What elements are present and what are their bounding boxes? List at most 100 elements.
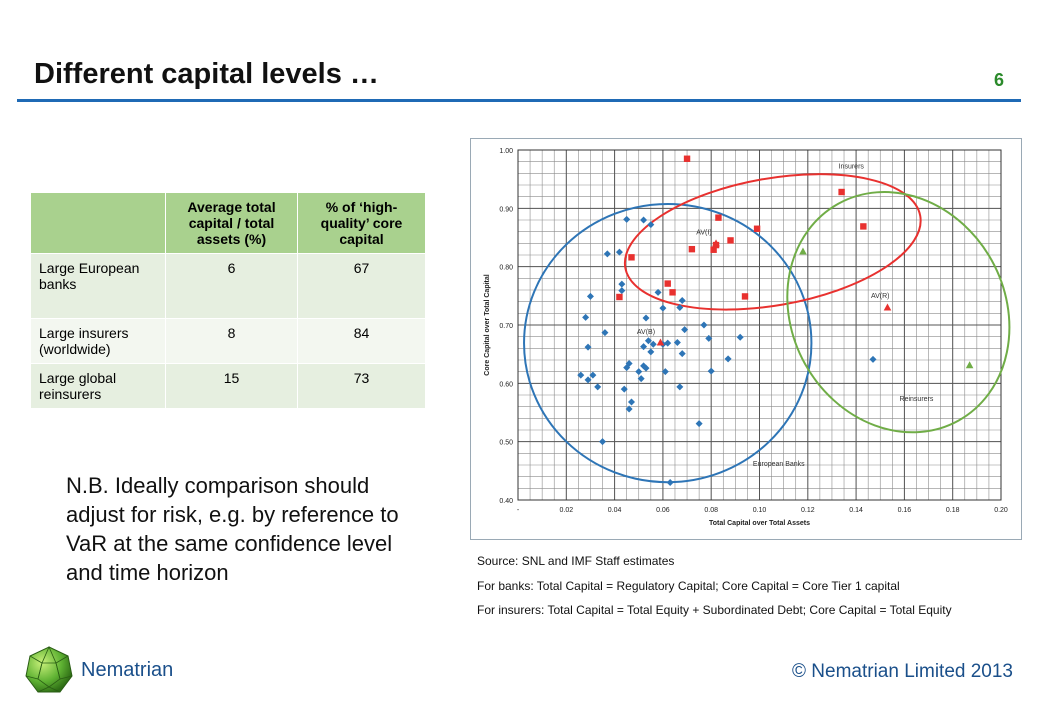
x-tick-label: 0.12 xyxy=(801,507,815,514)
x-tick-label: 0.18 xyxy=(946,507,960,514)
european-banks-point xyxy=(625,405,633,413)
slide-title: Different capital levels … xyxy=(34,58,379,90)
european-banks-point xyxy=(601,329,609,337)
european-banks-point xyxy=(586,292,594,300)
european-banks-point xyxy=(666,479,674,486)
european-banks-point xyxy=(705,334,713,342)
table-row: Large European banks 6 67 xyxy=(30,253,426,319)
european-banks-point xyxy=(664,339,672,347)
chart-annotation: AV(I) xyxy=(696,230,711,237)
x-tick-label: 0.10 xyxy=(753,507,767,514)
european-banks-point xyxy=(642,364,650,372)
european-banks-point xyxy=(584,376,592,384)
row-label: Large insurers (worldwide) xyxy=(30,318,166,364)
european-banks-point xyxy=(584,343,592,351)
avg-capital-cell: 15 xyxy=(165,363,298,409)
core-capital-cell: 73 xyxy=(297,363,426,409)
insurers-point xyxy=(727,237,734,244)
european-banks-point xyxy=(642,314,650,322)
x-tick-label: 0.02 xyxy=(559,507,573,514)
insurers-ellipse xyxy=(623,173,922,311)
european-banks-point xyxy=(599,438,607,446)
row-label: Large European banks xyxy=(30,253,166,319)
avg-capital-cell: 6 xyxy=(165,253,298,319)
chart-annotation: AV(B) xyxy=(637,329,655,336)
table-header-row: Average total capital / total assets (%)… xyxy=(30,192,426,254)
european-banks-point xyxy=(620,385,628,393)
y-tick-label: 0.70 xyxy=(499,323,513,330)
european-banks-point xyxy=(637,375,645,383)
x-tick-label: - xyxy=(517,507,520,514)
european-banks-point xyxy=(673,339,681,346)
european-banks-point xyxy=(707,367,715,375)
european-banks-point xyxy=(678,350,686,358)
european-banks-point xyxy=(647,221,655,229)
insurers-point xyxy=(741,293,749,300)
y-tick-label: 0.60 xyxy=(499,381,513,388)
european-banks-point xyxy=(618,280,626,288)
chart-annotation: AV(R) xyxy=(871,293,890,300)
european-banks-point xyxy=(623,215,631,223)
european-banks-point xyxy=(659,304,667,312)
core-capital-cell: 84 xyxy=(297,318,426,364)
averages-point xyxy=(656,338,665,346)
european-banks-point xyxy=(661,368,669,376)
european-banks-point xyxy=(676,304,684,311)
european-banks-point xyxy=(615,248,623,256)
x-tick-label: 0.20 xyxy=(994,507,1008,514)
insurers-point xyxy=(683,155,691,162)
y-axis-label: Core Capital over Total Capital xyxy=(484,274,491,375)
european-banks-point xyxy=(640,216,648,224)
insurers-point xyxy=(628,254,635,261)
title-divider xyxy=(17,99,1021,102)
insurer-definition-line: For insurers: Total Capital = Total Equi… xyxy=(477,603,952,617)
european-banks-point xyxy=(577,371,585,379)
capital-table: Average total capital / total assets (%)… xyxy=(30,192,426,409)
european-banks-point xyxy=(625,360,633,367)
y-tick-label: 1.00 xyxy=(499,148,513,155)
insurers-point xyxy=(753,225,761,232)
scatter-chart: - 0.02 0.04 0.06 0.08 0.10 0.12 0.14 0.16 0.18 0.2… xyxy=(484,148,1011,527)
insurers-point xyxy=(669,289,676,296)
x-tick-label: 0.08 xyxy=(704,507,718,514)
brand-name: Nematrian xyxy=(81,659,174,681)
european-banks-point xyxy=(647,348,655,356)
european-banks-point xyxy=(635,368,643,376)
insurers-point xyxy=(688,245,696,253)
insurers-point xyxy=(616,293,623,301)
plot-area-border xyxy=(517,149,1002,501)
x-tick-label: 0.16 xyxy=(898,507,912,514)
source-line: Source: SNL and IMF Staff estimates xyxy=(477,554,675,568)
table-header-avg-capital: Average total capital / total assets (%) xyxy=(165,192,298,254)
x-axis-label: Total Capital over Total Assets xyxy=(709,520,810,527)
row-label: Large global reinsurers xyxy=(30,363,166,409)
averages-point xyxy=(712,239,720,247)
european-banks-point xyxy=(594,383,602,391)
table-row: Large insurers (worldwide) 8 84 xyxy=(30,318,426,364)
insurers-point xyxy=(710,246,717,253)
european-banks-point xyxy=(681,326,689,334)
chart-annotation: European Banks xyxy=(753,461,805,468)
x-tick-label: 0.14 xyxy=(849,507,863,514)
core-capital-cell: 67 xyxy=(297,253,426,319)
bank-definition-line: For banks: Total Capital = Regulatory Ca… xyxy=(477,579,900,593)
x-tick-label: 0.06 xyxy=(656,507,670,514)
european-banks-point xyxy=(628,398,636,406)
european-banks-point xyxy=(654,288,662,296)
european-banks-point xyxy=(649,340,657,348)
nematrian-logo-icon xyxy=(25,646,73,693)
table-header-core-capital: % of ‘high-quality’ core capital xyxy=(297,192,426,254)
page-number: 6 xyxy=(994,70,1005,90)
european-banks-point xyxy=(700,321,708,329)
chart-annotation: Reinsurers xyxy=(900,396,934,403)
risk-adjustment-note: N.B. Ideally comparison should adjust fo… xyxy=(66,473,399,585)
avg-capital-cell: 8 xyxy=(165,318,298,364)
insurers-point xyxy=(715,214,722,221)
y-tick-label: 0.90 xyxy=(499,206,513,213)
insurers-point xyxy=(860,223,867,230)
y-tick-label: 0.40 xyxy=(499,498,513,505)
reinsurers-ellipse xyxy=(786,191,1011,434)
european-banks-point xyxy=(644,337,652,345)
insurers-point xyxy=(664,280,671,287)
european-banks-point xyxy=(589,371,597,379)
